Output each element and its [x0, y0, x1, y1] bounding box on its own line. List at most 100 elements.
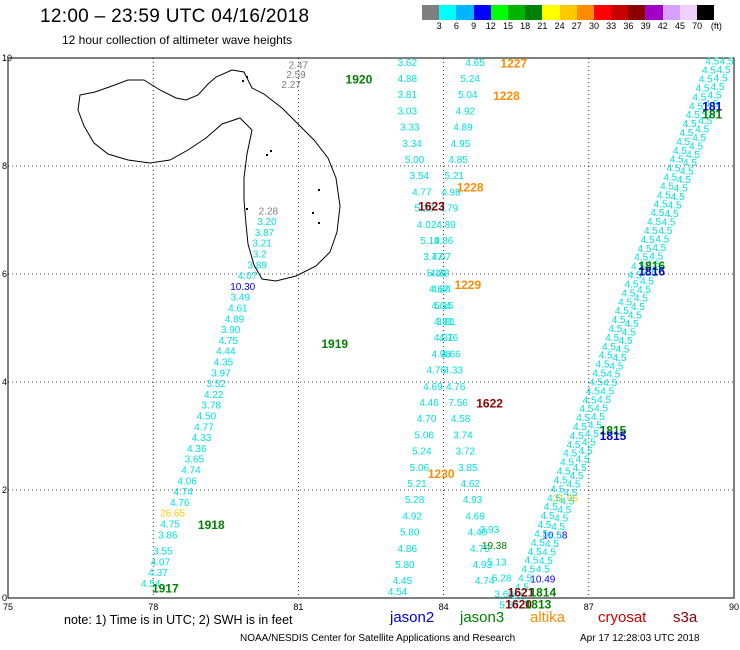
swh-value: 4.50: [197, 411, 217, 422]
swh-dense-mark: 4.5: [560, 458, 574, 469]
swh-value: 3.2: [253, 249, 267, 260]
swh-value: 31.06: [553, 494, 578, 505]
swh-value: 4.45: [393, 576, 413, 587]
swh-value: 3.33: [400, 123, 420, 134]
time-label: 1227: [500, 56, 527, 70]
swh-value: 4.06: [177, 476, 197, 487]
swh-dense-mark: 4.5: [618, 297, 632, 308]
swh-dense-mark: 4.5: [662, 217, 676, 228]
swh-value: 10.30: [230, 282, 255, 293]
colorbar-level-label: 18: [520, 21, 531, 31]
swh-value: 4.67: [429, 285, 449, 296]
colorbar-cell: [525, 5, 543, 20]
swh-dense-mark: 4.5: [619, 336, 633, 347]
swh-dense-mark: 4.5: [665, 209, 679, 220]
swh-dense-mark: 4.5: [670, 155, 684, 166]
swh-dense-mark: 4.5: [531, 538, 545, 549]
swh-dense-mark: 4.5: [717, 65, 731, 76]
legend-s3a: s3a: [673, 609, 698, 626]
swh-value: 3.65: [185, 455, 205, 466]
swh-dense-mark: 4.5: [689, 141, 703, 152]
swh-dense-mark: 4.5: [537, 520, 551, 531]
swh-dense-mark: 4.5: [539, 556, 553, 567]
colorbar-level-label: 3: [436, 21, 442, 31]
coastline: [77, 69, 341, 282]
swh-value: 5.06: [415, 430, 435, 441]
swh-dense-mark: 4.5: [588, 420, 602, 431]
swh-value: 4.44: [216, 347, 236, 358]
colorbar-cell: [679, 5, 697, 20]
time-label: 1920: [346, 73, 373, 87]
swh-dense-mark: 4.5: [638, 244, 652, 255]
page-subtitle: 12 hour collection of altimeter wave hei…: [62, 33, 293, 47]
swh-value: 4.89: [225, 314, 245, 325]
swh-dense-mark: 4.5: [515, 582, 529, 593]
swh-dense-mark: 4.5: [689, 101, 703, 112]
swh-dense-mark: 4.5: [705, 57, 719, 68]
swh-value: 4.88: [398, 74, 418, 85]
swh-dense-mark: 4.5: [637, 285, 651, 296]
swh-value: 19.38: [482, 541, 507, 552]
colorbar-cell: [507, 5, 526, 20]
swh-value-gray: 2.59: [286, 70, 306, 81]
swh-value: 5.06: [410, 463, 430, 474]
swh-value: 26.65: [160, 509, 185, 520]
swh-dense-mark: 4.5: [698, 116, 712, 127]
swh-dense-mark: 4.5: [550, 484, 564, 495]
colorbar-level-label: 21: [537, 21, 548, 31]
swh-dense-mark: 4.5: [663, 173, 677, 184]
swh-dense-mark: 4.5: [528, 547, 542, 558]
island-dot: [266, 154, 268, 156]
swh-dense-mark: 4.5: [570, 471, 584, 482]
colorbar-cell: [576, 5, 594, 20]
swh-dense-mark: 4.5: [704, 99, 718, 110]
swh-dense-mark: 4.5: [692, 133, 706, 144]
x-tick-label: 75: [3, 602, 13, 612]
swh-value: 4.74: [181, 465, 201, 476]
swh-value: 3.78: [202, 401, 222, 412]
swh-dense-mark: 4.5: [548, 530, 562, 541]
swh-value: 4.02: [417, 220, 437, 231]
colorbar-level-label: 70: [692, 21, 703, 31]
colorbar-level-label: 42: [657, 21, 668, 31]
colorbar-cell: [628, 5, 646, 20]
swh-dense-mark: 4.5: [596, 360, 610, 371]
swh-dense-mark: 4.5: [668, 201, 682, 212]
swh-value: 3.49: [231, 293, 251, 304]
y-tick-label: 4: [2, 377, 7, 387]
colorbar-level-label: 12: [485, 21, 496, 31]
swh-dense-mark: 4.5: [592, 369, 606, 380]
colorbar-cell: [542, 5, 560, 20]
plot-frame: [7, 57, 735, 599]
swh-value: 3.77: [423, 252, 443, 263]
swh-dense-mark: 4.5: [583, 395, 597, 406]
island-dot: [270, 150, 272, 152]
swh-dense-mark: 4.5: [667, 164, 681, 175]
swh-value: 4.93: [473, 560, 493, 571]
colorbar-level-label: 15: [502, 21, 514, 31]
swh-value-gray: 2.27: [281, 80, 301, 91]
colorbar-level-label: 39: [640, 21, 651, 31]
swh-dense-mark: 4.5: [708, 91, 722, 102]
colorbar-unit-label: (ft): [710, 21, 722, 31]
island-dot: [318, 222, 320, 224]
time-label: 1816: [638, 259, 665, 273]
swh-value: 4.46: [419, 398, 439, 409]
swh-value: 4.33: [192, 433, 212, 444]
swh-value: 3.74: [453, 430, 473, 441]
swh-value: 4.69: [423, 382, 443, 393]
colorbar-cell: [456, 5, 474, 20]
colorbar-level-label: 30: [588, 21, 600, 31]
swh-dense-mark: 4.5: [605, 333, 619, 344]
swh-value: 4.98: [431, 349, 451, 360]
colorbar-cell: [439, 5, 457, 20]
legend-altika: altika: [530, 609, 566, 626]
island-dot: [246, 208, 248, 210]
swh-value: 4.65: [465, 58, 485, 69]
swh-dense-mark: 4.5: [545, 539, 559, 550]
swh-value: 3.72: [456, 447, 476, 458]
swh-value: 4.40: [468, 528, 488, 539]
swh-dense-mark: 4.5: [608, 324, 622, 335]
time-label: 1621: [508, 586, 535, 600]
